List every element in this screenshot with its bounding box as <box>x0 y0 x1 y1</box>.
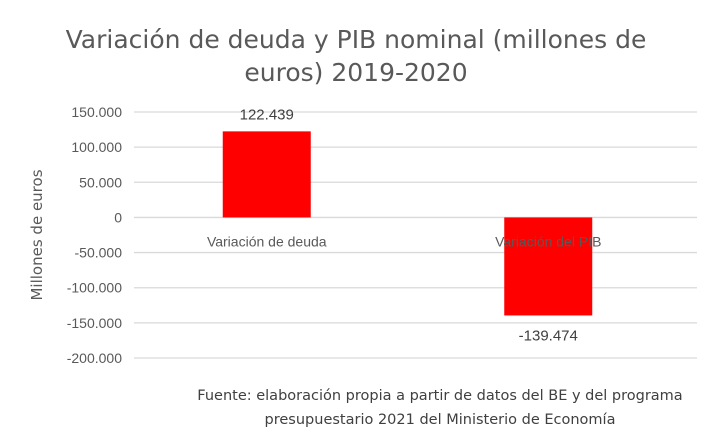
y-axis-label: Millones de euros <box>28 169 46 300</box>
bars <box>222 131 593 316</box>
y-tick-label: 100.000 <box>71 139 122 155</box>
chart-title-line-1: Variación de deuda y PIB nominal (millon… <box>66 25 647 54</box>
y-tick-label: -100.000 <box>67 280 122 296</box>
data-labels: 122.439 -139.474 <box>240 106 578 344</box>
y-tick-label: 150.000 <box>71 104 122 120</box>
category-label: Variación de deuda <box>207 233 327 249</box>
y-axis-ticks: 150.000 100.000 50.000 0 -50.000 -100.000 -150… <box>67 104 122 366</box>
y-tick-label: -150.000 <box>67 315 122 331</box>
bar <box>222 131 311 218</box>
y-tick-label: -200.000 <box>67 350 122 366</box>
y-tick-label: -50.000 <box>75 245 123 261</box>
y-tick-label: 0 <box>114 209 122 225</box>
source-note-line-2: presupuestario 2021 del Ministerio de Ec… <box>265 412 616 428</box>
y-tick-label: 50.000 <box>79 174 122 190</box>
category-label: Variación del PIB <box>495 233 601 249</box>
bar <box>504 217 593 316</box>
source-note-line-1: Fuente: elaboración propia a partir de d… <box>197 388 682 404</box>
data-label: 122.439 <box>240 106 294 123</box>
data-label: -139.474 <box>519 327 578 344</box>
category-labels: Variación de deuda Variación del PIB <box>207 233 601 249</box>
chart-title-line-2: euros) 2019-2020 <box>244 58 467 87</box>
